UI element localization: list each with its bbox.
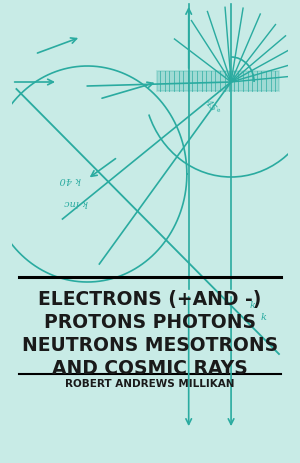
Bar [158, 72, 279, 92]
Text: 45°: 45° [202, 98, 220, 117]
Text: ELECTRONS (+AND -): ELECTRONS (+AND -) [38, 290, 262, 309]
Text: k inc: k inc [64, 198, 88, 206]
Text: AND COSMIC RAYS: AND COSMIC RAYS [52, 359, 248, 378]
Text: NEUTRONS MESOTRONS: NEUTRONS MESOTRONS [22, 336, 278, 355]
Text: k 40: k 40 [60, 175, 81, 184]
Text: PROTONS PHOTONS: PROTONS PHOTONS [44, 313, 256, 332]
Text: k: k [260, 313, 266, 321]
Text: k: k [250, 300, 255, 309]
Text: ROBERT ANDREWS MILLIKAN: ROBERT ANDREWS MILLIKAN [65, 378, 235, 388]
